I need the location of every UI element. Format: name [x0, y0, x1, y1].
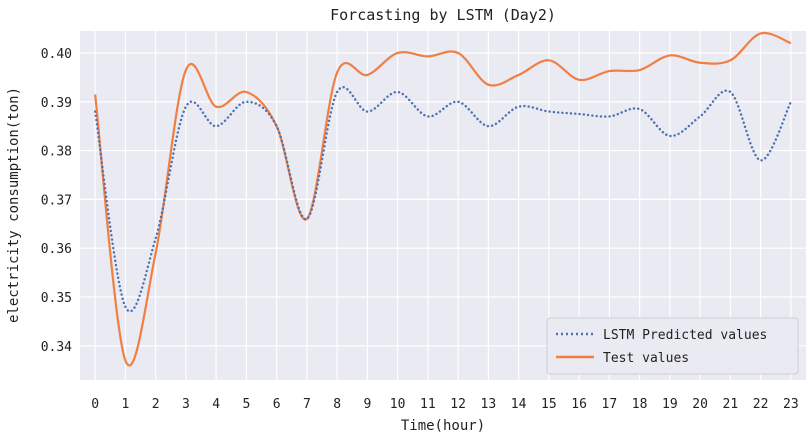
x-tick-label: 7	[303, 397, 311, 412]
legend-box	[546, 317, 799, 375]
y-tick-label: 0.40	[41, 47, 72, 62]
y-tick-label: 0.37	[41, 193, 72, 208]
x-tick-label: 21	[723, 397, 739, 412]
y-tick-label: 0.38	[41, 145, 72, 160]
x-tick-label: 18	[632, 397, 648, 412]
series-group	[93, 31, 793, 367]
x-tick-label: 3	[182, 397, 190, 412]
chart-title: Forcasting by LSTM (Day2)	[330, 6, 556, 24]
y-tick-labels: 0.34 0.35 0.36 0.37 0.38 0.39 0.40	[41, 47, 72, 355]
series-line-test-values	[94, 31, 792, 367]
x-tick-label: 19	[662, 397, 678, 412]
y-tick-label: 0.39	[41, 96, 72, 111]
x-tick-label: 17	[602, 397, 618, 412]
x-tick-label: 8	[333, 397, 341, 412]
x-tick-label: 2	[152, 397, 160, 412]
x-tick-label: 10	[390, 397, 406, 412]
x-tick-label: 13	[481, 397, 497, 412]
y-tick-label: 0.34	[41, 340, 72, 355]
x-tick-label: 20	[692, 397, 708, 412]
x-tick-label: 16	[571, 397, 587, 412]
y-tick-label: 0.36	[41, 242, 72, 257]
y-axis-label: electricity consumption(ton)	[6, 87, 22, 323]
x-tick-label: 4	[212, 397, 220, 412]
x-axis-label: Time(hour)	[401, 418, 485, 434]
x-tick-label: 12	[450, 397, 466, 412]
x-tick-label: 1	[121, 397, 129, 412]
x-tick-label: 15	[541, 397, 557, 412]
legend-label-lstm: LSTM Predicted values	[603, 328, 767, 343]
x-tick-label: 6	[273, 397, 281, 412]
x-tick-label: 14	[511, 397, 527, 412]
x-tick-labels: 0 1 2 3 4 5 6 7 8 9 10 11 12 13 14 15 16 17 18 19 20 21 22 23	[91, 397, 798, 412]
x-tick-label: 5	[242, 397, 250, 412]
legend-label-test: Test values	[603, 351, 689, 366]
y-tick-label: 0.35	[41, 291, 72, 306]
x-tick-label: 22	[753, 397, 769, 412]
x-tick-label: 0	[91, 397, 99, 412]
series-line-lstm-predicted	[93, 86, 793, 313]
legend: LSTM Predicted values Test values	[546, 317, 799, 375]
x-tick-label: 11	[420, 397, 436, 412]
x-tick-label: 9	[363, 397, 371, 412]
x-tick-label: 23	[783, 397, 799, 412]
